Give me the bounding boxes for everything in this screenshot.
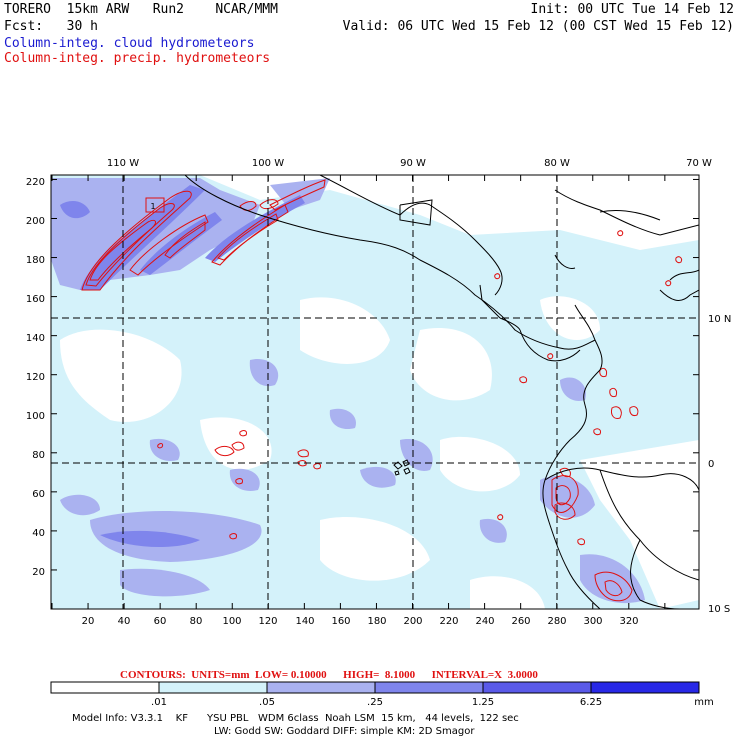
x-tick: 160 [331, 616, 350, 627]
x-tick: 220 [439, 616, 458, 627]
contour-info: CONTOURS: UNITS=mm LOW= 0.10000 HIGH= 8.… [120, 669, 538, 681]
colorbar-swatch [483, 682, 591, 693]
top-longitude-labels: 110 W 100 W 90 W 80 W 70 W [107, 158, 712, 169]
y-tick: 20 [32, 567, 45, 578]
colorbar-label: .05 [259, 697, 275, 708]
y-tick: 160 [26, 294, 45, 305]
colorbar-swatch [159, 682, 267, 693]
x-tick: 200 [403, 616, 422, 627]
highlight-box [145, 197, 165, 213]
colorbar-label: 1.25 [472, 697, 494, 708]
x-tick: 180 [367, 616, 386, 627]
model-title: TORERO 15km ARW Run2 NCAR/MMM [4, 2, 278, 17]
lon-label-100w: 100 W [252, 158, 284, 169]
x-tick: 320 [619, 616, 638, 627]
lon-label-90w: 90 W [400, 158, 426, 169]
y-tick-labels: 220 200 180 160 140 120 100 80 60 40 20 [26, 177, 45, 578]
y-tick: 100 [26, 411, 45, 422]
box-label: 1 [150, 202, 155, 211]
lat-label-10n: 10 N [708, 314, 731, 325]
x-tick: 140 [295, 616, 314, 627]
lat-lon-grid [51, 175, 699, 609]
y-tick: 40 [32, 528, 45, 539]
y-tick: 120 [26, 372, 45, 383]
y-tick: 220 [26, 177, 45, 188]
colorbar-label: .25 [367, 697, 383, 708]
map-frame [50, 174, 700, 610]
y-tick: 180 [26, 255, 45, 266]
forecast-hour: Fcst: 30 h [4, 19, 98, 34]
colorbar-swatch [267, 682, 375, 693]
colorbar-swatch [591, 682, 699, 693]
legend-cloud-hydrometeors: Column-integ. cloud hydrometeors [4, 36, 255, 51]
y-tick: 60 [32, 489, 45, 500]
lon-label-110w: 110 W [107, 158, 139, 169]
model-info-line1: Model Info: V3.3.1 KF YSU PBL WDM 6class… [72, 713, 519, 724]
x-tick: 280 [547, 616, 566, 627]
colorbar-unit: mm [694, 697, 713, 708]
init-time: Init: 00 UTC Tue 14 Feb 12 [530, 2, 735, 17]
coastlines [184, 175, 699, 609]
x-tick: 100 [222, 616, 241, 627]
colorbar: .01 .05 .25 1.25 6.25 mm [50, 681, 714, 708]
x-tick: 240 [475, 616, 494, 627]
precip-contours [81, 179, 682, 602]
lat-label-0: 0 [708, 459, 714, 470]
lon-label-70w: 70 W [686, 158, 712, 169]
x-tick: 60 [154, 616, 167, 627]
lon-label-80w: 80 W [544, 158, 570, 169]
x-tick: 80 [190, 616, 203, 627]
x-tick: 300 [583, 616, 602, 627]
colorbar-swatch [51, 682, 159, 693]
cloud-field [51, 175, 699, 609]
y-tick: 80 [32, 450, 45, 461]
colorbar-label: 6.25 [580, 697, 602, 708]
x-tick: 20 [82, 616, 95, 627]
colorbar-label: .01 [151, 697, 167, 708]
x-tick: 120 [258, 616, 277, 627]
x-tick: 260 [511, 616, 530, 627]
right-latitude-labels: 10 N 0 10 S [708, 314, 731, 615]
axis-ticks [51, 175, 699, 610]
x-tick: 40 [118, 616, 131, 627]
colorbar-swatch [375, 682, 483, 693]
dense-cloud-bands [60, 185, 305, 547]
lat-label-10s: 10 S [708, 604, 730, 615]
y-tick: 140 [26, 333, 45, 344]
x-tick-labels: 20 40 60 80 100 120 140 160 180 200 220 … [82, 616, 639, 627]
legend-precip-hydrometeors: Column-integ. precip. hydrometeors [4, 51, 271, 66]
model-info-line2: LW: Godd SW: Goddard DIFF: simple KM: 2D… [214, 726, 475, 737]
y-tick: 200 [26, 216, 45, 227]
valid-time: Valid: 06 UTC Wed 15 Feb 12 (00 CST Wed … [342, 19, 734, 34]
